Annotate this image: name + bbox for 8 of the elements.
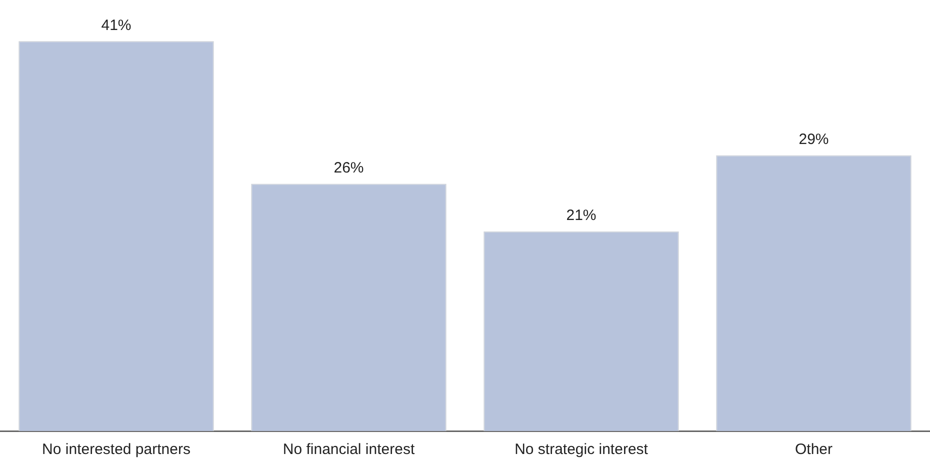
x-tick-label: No interested partners: [42, 441, 190, 458]
data-label: 21%: [566, 206, 596, 224]
data-label: 29%: [798, 130, 829, 148]
data-label: 41%: [101, 16, 132, 34]
x-tick-label: No financial interest: [282, 441, 416, 458]
data-label: 26%: [334, 159, 364, 176]
x-tick-label: Other: [794, 441, 833, 458]
x-tick-label: No strategic interest: [514, 441, 649, 458]
